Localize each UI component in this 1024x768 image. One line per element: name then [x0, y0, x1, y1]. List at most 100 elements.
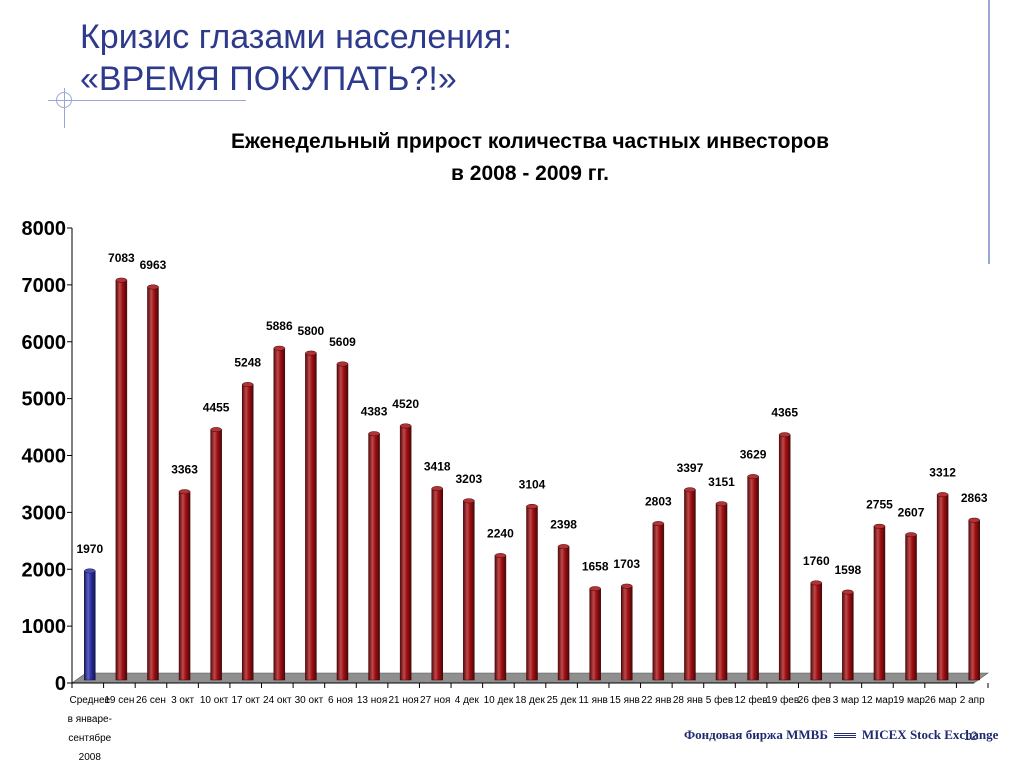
y-tick-label: 7000: [22, 275, 67, 297]
bar-top: [684, 487, 696, 493]
decorative-line-right: [988, 0, 990, 264]
x-category-label: 10 дек: [484, 695, 514, 706]
bar-top: [431, 486, 443, 492]
x-category-label: 6 ноя: [328, 695, 353, 706]
x-category-label: 30 окт: [295, 695, 324, 706]
bar-top: [241, 382, 254, 387]
bar-top: [936, 492, 949, 498]
bar: [526, 506, 538, 681]
bar-top: [842, 589, 854, 595]
data-label: 5886: [266, 319, 293, 333]
data-label: 5248: [234, 356, 261, 370]
bar: [273, 347, 286, 681]
bar-top: [873, 523, 886, 529]
bar-top: [399, 423, 412, 429]
bar: [241, 384, 254, 681]
exchange-logo-left: Фондовая биржа ММВБ: [684, 727, 828, 742]
x-category-label: 19 фев: [766, 694, 799, 706]
decorative-circle: [56, 92, 72, 108]
data-label: 7083: [108, 251, 135, 265]
data-label: 5800: [298, 324, 325, 338]
bar-top: [905, 532, 917, 538]
bar: [905, 534, 917, 681]
page-number: 12: [964, 729, 978, 743]
bar-top: [621, 583, 633, 589]
y-tick-label: 2000: [22, 559, 67, 581]
bar: [84, 570, 96, 681]
bar: [842, 591, 854, 681]
x-category-label: 2 апр: [960, 695, 985, 706]
data-label: 3363: [171, 463, 198, 477]
bar: [715, 503, 728, 681]
bar-top: [178, 489, 191, 495]
bar-top: [715, 501, 728, 507]
x-category-label: 15 янв: [610, 695, 640, 706]
bar: [463, 500, 475, 681]
x-category-label: 10 окт: [200, 695, 229, 706]
bar: [147, 286, 159, 681]
bar: [399, 425, 412, 681]
data-label: 5609: [329, 335, 356, 349]
y-tick-label: 0: [55, 673, 66, 695]
x-category-label: 13 ноя: [357, 695, 387, 706]
bar-top: [273, 345, 286, 351]
bar-top: [368, 431, 380, 437]
bar: [810, 582, 823, 681]
y-tick-label: 4000: [22, 446, 67, 468]
bar-top: [778, 432, 791, 438]
bar-top: [336, 361, 349, 367]
bar: [936, 494, 949, 681]
chart-title: Еженедельный прирост количества частных …: [120, 126, 940, 190]
bar-top: [557, 544, 570, 550]
data-label: 2607: [898, 506, 925, 520]
x-category-label: 27 ноя: [420, 695, 450, 706]
x-category-label: 11 янв: [578, 695, 607, 706]
x-category-label: 26 сен: [136, 695, 166, 706]
data-label: 2398: [550, 518, 577, 532]
data-label: 3418: [424, 460, 451, 474]
x-category-label: 2008: [79, 752, 102, 763]
bar-top: [810, 580, 823, 586]
x-category-label: Среднее: [69, 695, 110, 706]
data-label: 4455: [203, 401, 230, 415]
bar: [684, 489, 696, 681]
bar-top: [210, 427, 222, 433]
x-category-label: в январе-: [68, 714, 112, 725]
y-tick-label: 6000: [22, 332, 67, 354]
x-category-label: 12 фев: [735, 694, 768, 706]
data-label: 1970: [76, 542, 103, 556]
bar-top: [526, 504, 538, 509]
bar: [968, 519, 980, 681]
x-category-label: 25 дек: [547, 695, 577, 706]
bar: [336, 363, 349, 681]
y-tick-label: 1000: [22, 616, 67, 638]
x-category-label: 18 дек: [515, 695, 545, 706]
x-category-label: 5 фев: [706, 694, 733, 706]
x-category-label: 26 фев: [798, 694, 831, 706]
slide-title-line2: «ВРЕМЯ ПОКУПАТЬ?!»: [80, 60, 457, 98]
data-label: 4383: [361, 405, 388, 419]
chart-title-line2: в 2008 - 2009 гг.: [451, 162, 609, 185]
decorative-line: [48, 100, 246, 101]
data-label: 3104: [519, 477, 546, 491]
bar: [557, 546, 570, 681]
slide-title: Кризис глазами населения: «ВРЕМЯ ПОКУПАТ…: [80, 16, 512, 100]
bar: [178, 491, 191, 681]
data-label: 2240: [487, 527, 514, 541]
bar: [494, 555, 507, 681]
x-category-label: 12 мар: [861, 695, 893, 706]
data-label: 2755: [866, 497, 893, 511]
data-label: 2863: [961, 491, 988, 505]
y-tick-label: 3000: [22, 502, 67, 524]
x-category-label: 19 мар: [893, 695, 925, 706]
x-category-label: сентябре: [68, 732, 111, 744]
x-category-label: 3 окт: [171, 695, 194, 706]
bar-top: [84, 568, 96, 574]
data-label: 3203: [455, 472, 482, 486]
x-category-label: 28 янв: [673, 695, 703, 706]
bar: [368, 433, 380, 681]
data-label: 6963: [140, 258, 167, 272]
bar-top: [968, 517, 980, 523]
exchange-logo-right: MICEX Stock Exchange: [861, 727, 999, 742]
